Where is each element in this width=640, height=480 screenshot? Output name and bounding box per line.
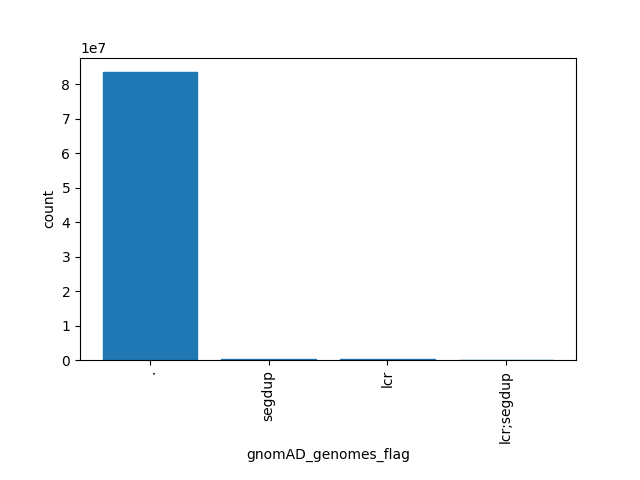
X-axis label: gnomAD_genomes_flag: gnomAD_genomes_flag — [246, 448, 410, 462]
Bar — [102, 72, 198, 360]
Y-axis label: count: count — [42, 189, 56, 228]
Bar — [340, 359, 435, 360]
Bar — [221, 359, 316, 360]
